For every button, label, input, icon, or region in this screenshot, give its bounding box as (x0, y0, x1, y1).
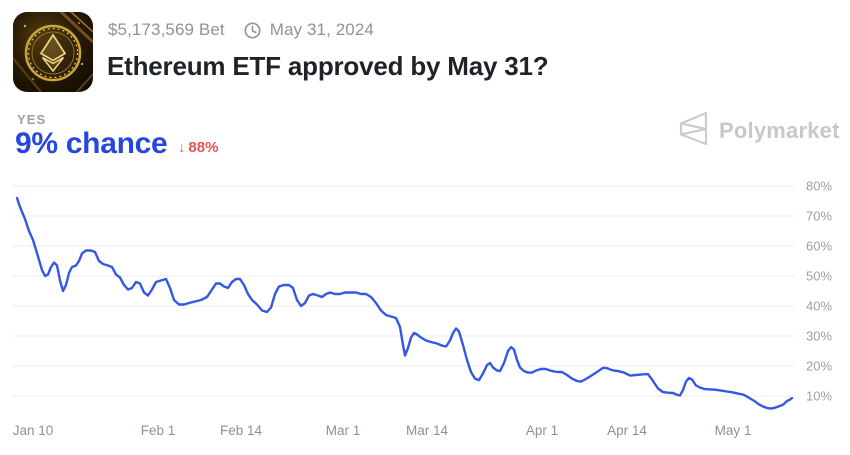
y-axis-tick-label: 80% (806, 179, 832, 194)
x-axis-tick-label: Feb 1 (141, 423, 176, 438)
x-axis-tick-label: Apr 1 (526, 423, 558, 438)
x-axis-tick-label: Jan 10 (13, 423, 54, 438)
market-avatar (13, 12, 93, 92)
chance-value: 9% chance (15, 127, 168, 160)
x-axis-tick-label: Mar 1 (326, 423, 361, 438)
outcome-label: YES (17, 112, 47, 127)
y-axis-tick-label: 50% (806, 269, 832, 284)
x-axis-tick-label: May 1 (715, 423, 752, 438)
y-axis-tick-label: 60% (806, 239, 832, 254)
end-date-label: May 31, 2024 (269, 20, 374, 39)
polymarket-wordmark: Polymarket (719, 118, 840, 143)
price-line (15, 196, 794, 410)
y-axis-tick-label: 20% (806, 359, 832, 374)
x-axis-tick-label: Apr 14 (607, 423, 647, 438)
y-axis-tick-label: 10% (806, 389, 832, 404)
down-arrow-icon: ↓ (178, 139, 186, 155)
y-axis-tick-label: 70% (806, 209, 832, 224)
y-axis-tick-label: 30% (806, 329, 832, 344)
ethereum-coin-image (13, 12, 93, 92)
chance-row: 9% chance ↓ 88% (15, 127, 218, 161)
market-title[interactable]: Ethereum ETF approved by May 31? (107, 51, 549, 81)
x-axis-tick-label: Feb 14 (220, 423, 263, 438)
change-value: 88% (188, 138, 219, 156)
x-axis-tick-label: Mar 14 (406, 423, 449, 438)
market-meta: $5,173,569 Bet May 31, 2024 (108, 20, 374, 40)
polymarket-logo[interactable]: Polymarket (677, 110, 840, 152)
volume-bet-label: $5,173,569 Bet (108, 20, 225, 39)
change-indicator: ↓ 88% (178, 139, 218, 156)
polymarket-cube-icon (677, 110, 710, 152)
y-axis-tick-label: 40% (806, 299, 832, 314)
clock-icon (243, 21, 262, 40)
